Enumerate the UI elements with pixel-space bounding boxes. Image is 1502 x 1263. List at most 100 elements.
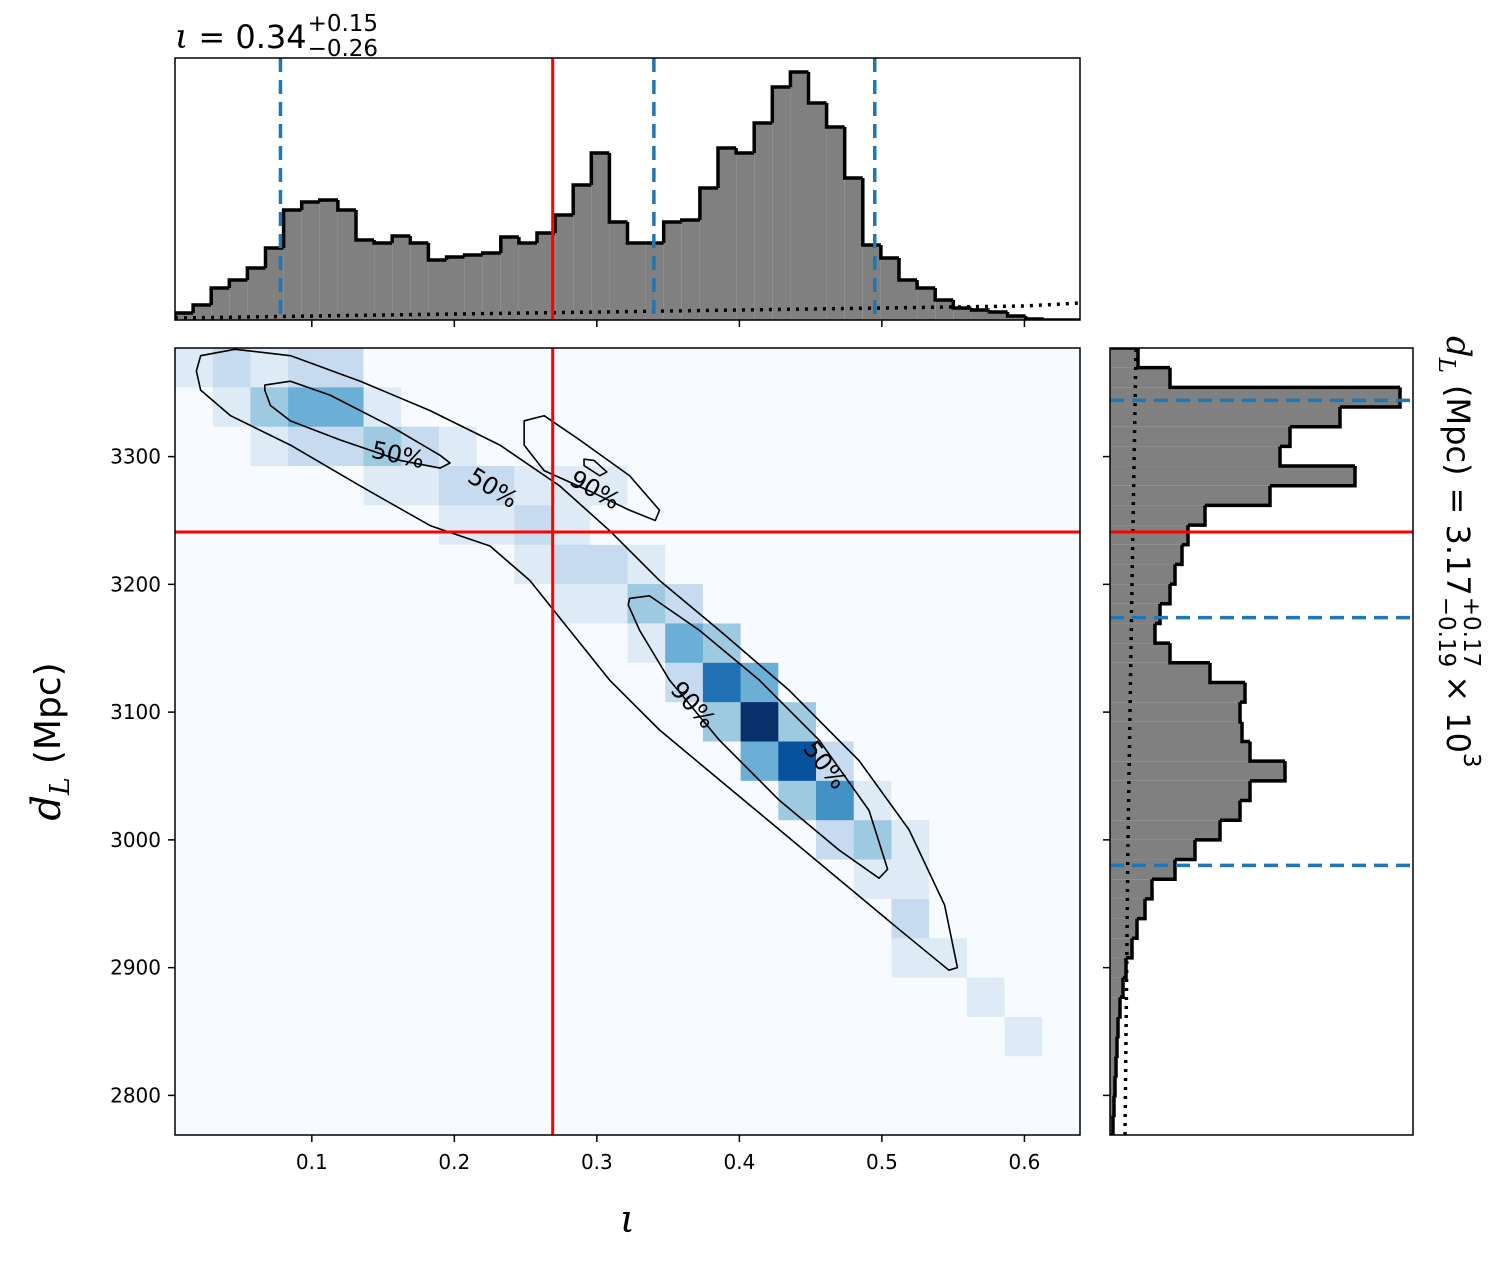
contour <box>583 458 608 477</box>
title-exponent: 3 <box>1458 753 1484 768</box>
density-cell <box>325 938 365 979</box>
density-cell <box>514 426 553 467</box>
density-cell <box>627 662 666 703</box>
density-cell <box>740 820 779 861</box>
y-tick-label: 3300 <box>110 445 161 469</box>
density-cell <box>1004 977 1043 1018</box>
histogram-step <box>1240 721 1250 744</box>
density-cell <box>250 584 289 624</box>
density-cell <box>702 584 742 624</box>
density-cell <box>740 938 779 979</box>
histogram-step <box>209 286 230 305</box>
density-cell <box>514 820 553 861</box>
x-axis-label: ι <box>620 1197 635 1241</box>
histogram-step <box>1168 367 1400 390</box>
histogram-bar <box>229 280 248 320</box>
density-cell <box>325 859 365 900</box>
density-cell <box>552 544 591 585</box>
density-cell <box>740 780 779 821</box>
density-cell <box>1042 780 1080 821</box>
density-cell <box>401 426 440 467</box>
density-cell <box>702 741 742 782</box>
density-cell <box>325 623 365 664</box>
density-cell <box>401 741 440 782</box>
density-cell <box>438 898 478 939</box>
density-cell <box>740 623 779 664</box>
histogram-bar <box>1007 316 1026 320</box>
density-cell <box>778 505 817 546</box>
density-cell <box>778 1095 817 1135</box>
density-cell <box>476 623 515 664</box>
density-cell <box>589 938 628 979</box>
density-cell <box>325 977 365 1018</box>
density-cell <box>589 662 628 703</box>
density-cell <box>401 820 440 861</box>
density-cell <box>589 820 628 861</box>
density-cell <box>175 623 214 664</box>
density-cell <box>288 977 327 1018</box>
histogram-bar <box>482 253 501 320</box>
density-cell <box>250 426 289 467</box>
histogram-bar <box>573 185 592 320</box>
density-cell <box>250 466 289 506</box>
histogram-step <box>191 303 212 313</box>
density-cell <box>552 859 591 900</box>
density-cell <box>589 623 628 664</box>
histogram-bar <box>1110 662 1210 683</box>
density-cell <box>1042 505 1080 546</box>
density-cell <box>250 1056 289 1097</box>
density-cell <box>363 741 402 782</box>
x-tick-label: 0.1 <box>296 1150 328 1174</box>
histogram-step <box>535 231 556 243</box>
density-cell <box>325 662 365 703</box>
histogram-step <box>1153 623 1170 645</box>
density-cell <box>401 859 440 900</box>
histogram-bar <box>1110 603 1160 624</box>
histogram-bar <box>1110 564 1175 585</box>
histogram-step <box>1132 918 1139 940</box>
density-cell <box>853 505 892 546</box>
histogram-bar <box>609 222 628 320</box>
density-cell <box>589 1056 628 1097</box>
histogram-step <box>336 200 356 212</box>
density-cell <box>325 780 365 821</box>
density-cell <box>438 741 478 782</box>
histogram-step <box>1160 584 1172 606</box>
histogram-step <box>318 198 338 202</box>
density-cell <box>966 466 1006 506</box>
histogram-bar <box>247 268 266 320</box>
density-cell <box>816 820 855 861</box>
density-cell <box>552 977 591 1018</box>
density-cell <box>665 938 704 979</box>
density-cell <box>853 623 892 664</box>
density-cell <box>476 938 515 979</box>
density-cell <box>1042 741 1080 782</box>
density-cell <box>929 741 968 782</box>
density-cell <box>438 1016 478 1057</box>
density-cell <box>476 1095 515 1135</box>
density-cell <box>966 820 1006 861</box>
density-cell <box>1042 623 1080 664</box>
density-cell <box>438 859 478 900</box>
density-cell <box>438 1095 478 1135</box>
title-upper-error: +0.15 <box>308 11 378 37</box>
density-cell <box>740 702 779 742</box>
histogram-step <box>1208 662 1245 685</box>
density-cell <box>853 780 892 821</box>
density-cell <box>552 584 591 624</box>
density-cell <box>929 623 968 664</box>
histogram-step <box>1250 761 1287 783</box>
y-tick-label: 2800 <box>110 1083 161 1107</box>
density-cell <box>1004 859 1043 900</box>
density-cell <box>702 859 742 900</box>
histogram-step <box>1126 938 1134 960</box>
density-cell <box>665 387 704 428</box>
density-cell <box>175 702 214 742</box>
density-cell <box>702 426 742 467</box>
density-cell <box>476 1016 515 1057</box>
density-cell <box>665 544 704 585</box>
density-cell <box>740 426 779 467</box>
density-cell <box>325 584 365 624</box>
density-cell <box>212 1095 251 1135</box>
